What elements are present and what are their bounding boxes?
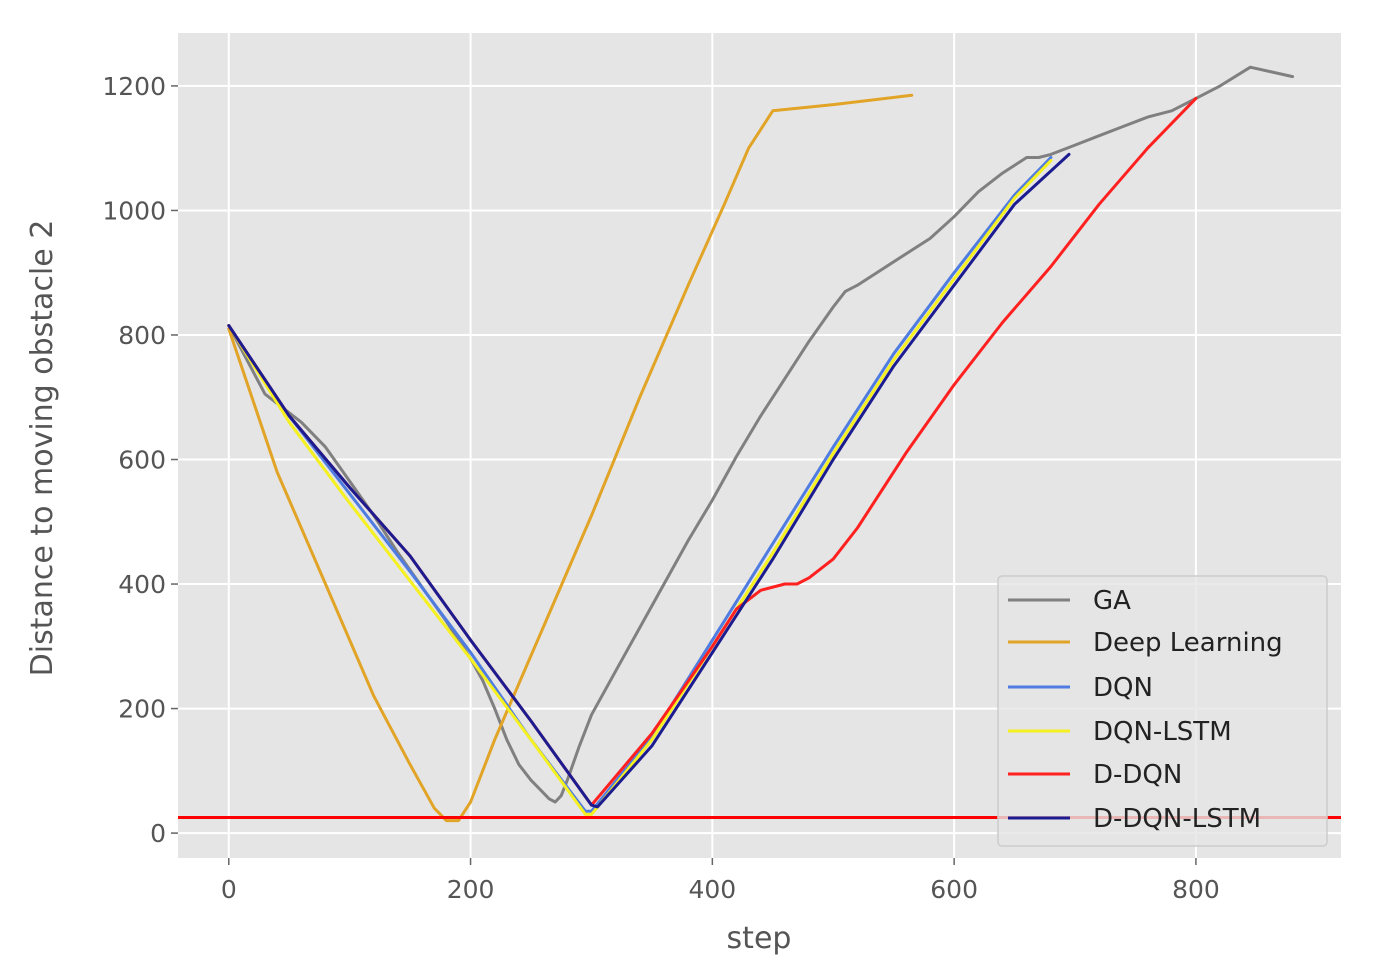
- y-tick-label: 600: [118, 446, 166, 475]
- y-tick-label: 1000: [102, 196, 166, 225]
- x-tick-label: 0: [221, 875, 237, 904]
- series-line-dqn-lstm: [227, 159, 1053, 816]
- legend-label-ga: GA: [1093, 586, 1131, 616]
- legend-label-deep-learning: Deep Learning: [1093, 628, 1283, 658]
- x-tick-label: 800: [1172, 875, 1220, 904]
- x-axis-title: step: [727, 921, 792, 956]
- x-tick-label: 200: [447, 875, 495, 904]
- legend-label-dqn-lstm: DQN-LSTM: [1093, 717, 1232, 747]
- legend-box: [997, 575, 1328, 847]
- y-tick-label: 0: [150, 819, 166, 848]
- legend-label-d-dqn: D-DQN: [1093, 760, 1182, 790]
- y-tick-label: 1200: [102, 72, 166, 101]
- grid-lines: [178, 33, 1341, 858]
- series-line-ga: [227, 65, 1295, 804]
- x-tick-label: 400: [688, 875, 736, 904]
- legend-label-dqn: DQN: [1093, 673, 1153, 703]
- y-tick-label: 400: [118, 570, 166, 599]
- y-tick-label: 200: [118, 695, 166, 724]
- series-line-deep-learning: [227, 93, 914, 823]
- y-axis-title: Distance to moving obstacle 2: [25, 220, 60, 677]
- legend-label-d-dqn-lstm: D-DQN-LSTM: [1093, 804, 1261, 834]
- series-lines: [178, 65, 1341, 823]
- series-line-dqn: [227, 156, 1053, 813]
- y-tick-label: 800: [118, 321, 166, 350]
- legend: GA Deep Learning DQN DQN-LSTM D-DQN D-DQN-LST…: [997, 575, 1328, 847]
- tick-labels: 0 200 400 600 800 0 200 400 600 800 1000 1200: [102, 72, 1219, 904]
- x-tick-label: 600: [930, 875, 978, 904]
- series-line-d-dqn-lstm: [227, 152, 1071, 809]
